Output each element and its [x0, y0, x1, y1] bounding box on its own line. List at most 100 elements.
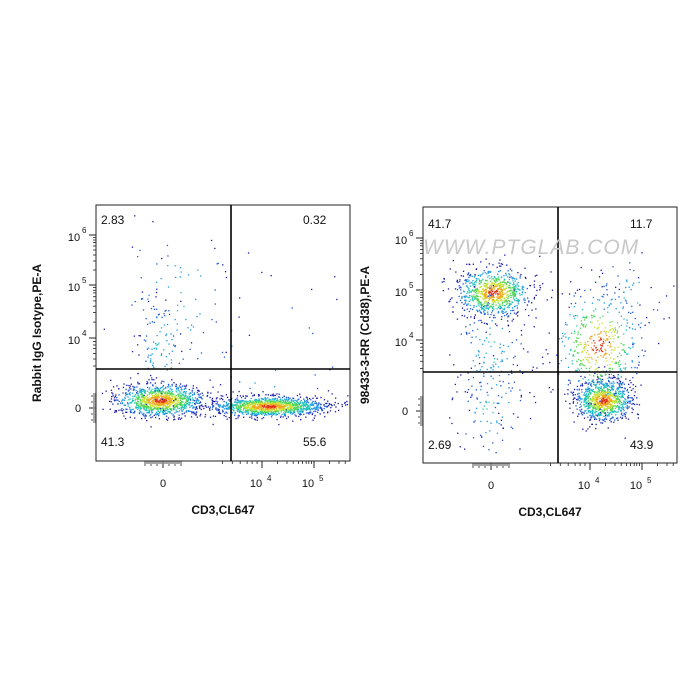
- event-dot: [264, 412, 267, 414]
- event-dot: [484, 284, 486, 287]
- event-dot: [257, 404, 259, 406]
- event-dot: [478, 301, 480, 303]
- event-dot: [225, 401, 228, 403]
- event-dot: [607, 407, 609, 409]
- event-dot: [147, 300, 150, 303]
- event-dot: [462, 275, 464, 277]
- event-dot: [624, 351, 626, 353]
- event-dot: [517, 299, 519, 301]
- event-dot: [254, 382, 256, 384]
- event-dot: [509, 286, 511, 288]
- event-dot: [163, 405, 165, 407]
- event-dot: [255, 412, 257, 415]
- event-dot: [187, 400, 189, 402]
- event-dot: [515, 284, 517, 286]
- event-dot: [501, 310, 503, 312]
- event-dot: [473, 306, 475, 308]
- event-dot: [118, 388, 120, 390]
- event-dot: [608, 406, 610, 408]
- event-dot: [581, 391, 583, 393]
- event-dot: [638, 404, 641, 406]
- event-dot: [548, 332, 550, 334]
- event-dot: [153, 341, 155, 343]
- event-dot: [274, 394, 277, 397]
- event-dot: [615, 398, 618, 400]
- event-dot: [291, 410, 293, 412]
- event-dot: [114, 411, 116, 413]
- event-dot: [619, 401, 621, 403]
- event-dot: [142, 404, 144, 406]
- event-dot: [600, 344, 602, 346]
- event-dot: [294, 407, 296, 409]
- event-dot: [256, 409, 258, 411]
- event-dot: [487, 311, 489, 313]
- event-dot: [234, 401, 236, 403]
- event-dot: [611, 361, 613, 363]
- event-dot: [214, 289, 216, 291]
- event-dot: [112, 393, 114, 395]
- event-dot: [301, 401, 303, 404]
- event-dot: [249, 408, 251, 410]
- event-dot: [175, 385, 177, 387]
- event-dot: [218, 412, 220, 414]
- event-dot: [280, 411, 282, 413]
- event-dot: [490, 292, 493, 294]
- event-dot: [591, 389, 593, 392]
- event-dot: [610, 386, 613, 388]
- event-dot: [182, 392, 184, 394]
- event-dot: [625, 406, 627, 408]
- event-dot: [608, 331, 610, 333]
- event-dot: [618, 296, 620, 298]
- event-dot: [497, 300, 499, 302]
- event-dot: [624, 403, 626, 405]
- event-dot: [611, 400, 613, 402]
- event-dot: [275, 403, 277, 405]
- event-dot: [132, 412, 134, 414]
- event-dot: [284, 410, 286, 412]
- event-dot: [184, 392, 186, 394]
- event-dot: [511, 277, 513, 279]
- event-dot: [601, 350, 604, 353]
- event-dot: [477, 292, 480, 294]
- event-dot: [158, 394, 160, 396]
- event-dot: [601, 375, 603, 377]
- event-dot: [600, 397, 603, 399]
- event-dot: [630, 312, 632, 314]
- event-dot: [601, 422, 604, 424]
- event-dot: [496, 266, 498, 269]
- event-dot: [277, 402, 279, 404]
- event-dot: [609, 397, 611, 399]
- event-dot: [255, 400, 257, 402]
- event-dot: [591, 398, 593, 400]
- event-dot: [258, 401, 260, 403]
- event-dot: [226, 396, 229, 398]
- event-dot: [133, 335, 135, 337]
- event-dot: [247, 406, 250, 408]
- event-dot: [476, 297, 478, 300]
- event-dot: [589, 418, 592, 421]
- event-dot: [590, 403, 592, 405]
- event-dot: [589, 390, 591, 392]
- event-dot: [189, 348, 191, 350]
- event-dot: [278, 406, 281, 408]
- event-dot: [286, 404, 289, 407]
- event-dot: [281, 399, 283, 401]
- event-dot: [604, 353, 606, 355]
- event-dot: [222, 395, 224, 397]
- event-dot: [310, 404, 312, 406]
- event-dot: [147, 356, 149, 358]
- event-dot: [153, 402, 155, 404]
- event-dot: [504, 300, 507, 302]
- event-dot: [271, 407, 273, 409]
- event-dot: [483, 313, 486, 315]
- event-dot: [598, 276, 601, 278]
- event-dot: [585, 398, 587, 400]
- event-dot: [599, 405, 601, 407]
- event-dot: [265, 406, 267, 408]
- event-dot: [588, 357, 590, 359]
- event-dot: [103, 328, 105, 330]
- event-dot: [161, 407, 164, 409]
- event-dot: [612, 384, 614, 386]
- event-dot: [273, 406, 275, 408]
- event-dot: [156, 394, 158, 396]
